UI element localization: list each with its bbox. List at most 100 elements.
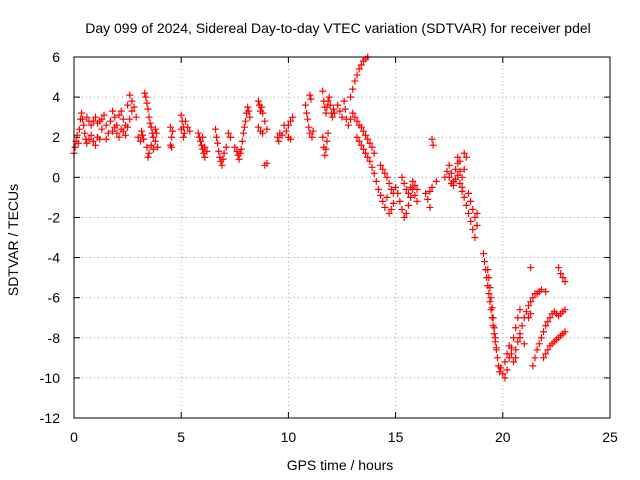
data-point xyxy=(351,77,359,85)
data-point xyxy=(336,107,344,115)
data-point xyxy=(364,135,372,143)
data-point xyxy=(561,328,569,336)
data-point xyxy=(542,322,550,330)
data-point xyxy=(512,324,520,332)
x-tick-label: 0 xyxy=(70,429,78,445)
data-point xyxy=(121,131,129,139)
data-point xyxy=(177,125,185,133)
data-point xyxy=(467,197,475,205)
data-point xyxy=(456,157,464,165)
data-point xyxy=(481,258,489,266)
data-point xyxy=(540,328,548,336)
data-point xyxy=(400,179,408,187)
data-point xyxy=(85,135,93,143)
data-point xyxy=(184,123,192,131)
data-point xyxy=(238,137,246,145)
x-tick-label: 15 xyxy=(388,429,404,445)
data-point xyxy=(143,99,151,107)
data-point xyxy=(518,322,526,330)
data-point xyxy=(304,115,312,123)
data-point xyxy=(370,149,378,157)
data-point xyxy=(398,205,406,213)
data-point xyxy=(379,165,387,173)
data-point xyxy=(374,185,382,193)
data-point xyxy=(394,189,402,197)
data-point xyxy=(366,139,374,147)
data-point xyxy=(429,141,437,149)
y-tick-label: -12 xyxy=(40,410,60,426)
data-point xyxy=(362,149,370,157)
data-point xyxy=(510,334,518,342)
data-point xyxy=(102,135,110,143)
data-point xyxy=(83,139,91,147)
data-point xyxy=(218,161,226,169)
data-point xyxy=(149,145,157,153)
data-point xyxy=(364,153,372,161)
data-point xyxy=(109,107,117,115)
data-point xyxy=(134,133,142,141)
data-point xyxy=(522,308,530,316)
data-point xyxy=(282,127,290,135)
data-point xyxy=(409,177,417,185)
data-point xyxy=(113,129,121,137)
grid xyxy=(74,57,610,418)
data-point xyxy=(379,197,387,205)
data-point xyxy=(214,139,222,147)
data-point xyxy=(542,288,550,296)
data-point xyxy=(473,209,481,217)
y-tick-label: -6 xyxy=(48,290,61,306)
data-point xyxy=(501,374,509,382)
data-point xyxy=(74,139,82,147)
data-point xyxy=(370,169,378,177)
y-tick-label: 6 xyxy=(52,49,60,65)
data-point xyxy=(488,304,496,312)
data-point xyxy=(422,189,430,197)
data-point xyxy=(145,113,153,121)
data-point xyxy=(505,354,513,362)
data-point xyxy=(546,314,554,322)
data-point xyxy=(330,109,338,117)
data-point xyxy=(514,314,522,322)
data-point xyxy=(309,127,317,135)
y-tick-label: 2 xyxy=(52,129,60,145)
data-point xyxy=(347,115,355,123)
data-point xyxy=(383,173,391,181)
data-point xyxy=(362,131,370,139)
data-point xyxy=(126,115,134,123)
data-point xyxy=(514,338,522,346)
data-point xyxy=(473,221,481,229)
y-tick-label: 4 xyxy=(52,89,60,105)
data-point xyxy=(347,93,355,101)
data-point xyxy=(143,143,151,151)
data-point xyxy=(212,125,220,133)
data-point xyxy=(80,121,88,129)
data-point xyxy=(245,107,253,115)
chart-title: Day 099 of 2024, Sidereal Day-to-day VTE… xyxy=(85,20,591,36)
data-point xyxy=(144,105,152,113)
data-point xyxy=(555,264,563,272)
data-point xyxy=(308,133,316,141)
data-point xyxy=(544,318,552,326)
data-point xyxy=(132,113,140,121)
data-point xyxy=(147,141,155,149)
data-point xyxy=(487,294,495,302)
data-point xyxy=(557,270,565,278)
data-point xyxy=(368,143,376,151)
data-point xyxy=(460,165,468,173)
data-point xyxy=(203,147,211,155)
data-point xyxy=(396,197,404,205)
y-tick-label: -4 xyxy=(48,250,61,266)
data-point xyxy=(124,123,132,131)
data-point xyxy=(443,167,451,175)
data-point xyxy=(180,129,188,137)
data-point xyxy=(106,117,114,125)
data-point xyxy=(377,191,385,199)
data-point xyxy=(319,87,327,95)
y-axis-label: SDTVAR / TECUs xyxy=(5,184,21,296)
data-point xyxy=(533,346,541,354)
data-point xyxy=(115,133,123,141)
data-point xyxy=(402,209,410,217)
data-point xyxy=(119,127,127,135)
data-point xyxy=(240,123,248,131)
data-point xyxy=(302,101,310,109)
